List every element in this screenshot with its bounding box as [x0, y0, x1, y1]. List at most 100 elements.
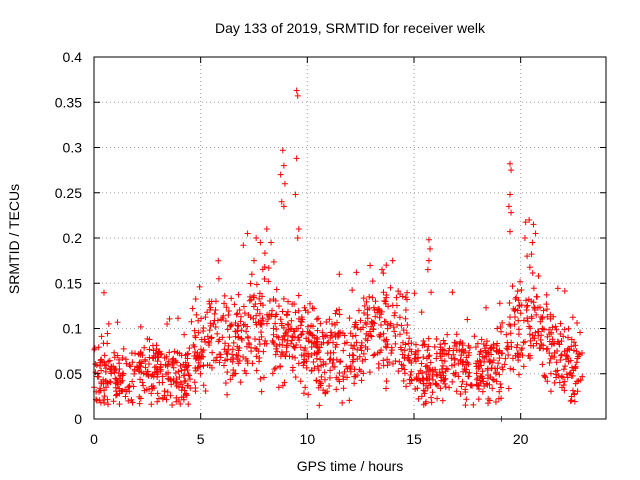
data-point: [400, 377, 407, 384]
data-point: [329, 360, 336, 367]
data-point: [132, 350, 139, 357]
data-point: [463, 354, 470, 361]
data-point: [288, 337, 295, 344]
data-point: [543, 346, 550, 353]
data-point: [289, 353, 296, 360]
data-point: [462, 388, 469, 395]
data-point: [169, 361, 176, 368]
data-point: [325, 339, 332, 346]
data-point: [370, 319, 377, 326]
data-point: [238, 336, 245, 343]
data-point: [223, 349, 230, 356]
data-point: [179, 384, 186, 391]
data-point: [333, 386, 340, 393]
data-point: [483, 342, 490, 349]
data-point: [570, 339, 577, 346]
data-point: [425, 343, 432, 350]
data-point: [579, 373, 586, 380]
data-point: [96, 363, 103, 370]
data-point: [507, 330, 514, 337]
data-point: [235, 291, 242, 298]
data-point: [526, 216, 533, 223]
data-point: [253, 367, 260, 374]
data-point: [552, 323, 559, 330]
data-point: [507, 365, 514, 372]
data-point: [192, 365, 199, 372]
data-point: [460, 368, 467, 375]
data-point: [459, 342, 466, 349]
data-point: [541, 373, 548, 380]
data-point: [93, 397, 100, 404]
data-point: [241, 310, 248, 317]
data-point: [371, 351, 378, 358]
data-point: [155, 395, 162, 402]
data-point: [192, 388, 199, 395]
data-point: [303, 350, 310, 357]
data-point: [414, 354, 421, 361]
data-point: [238, 335, 245, 342]
data-point: [123, 360, 130, 367]
data-point: [349, 345, 356, 352]
data-point: [498, 395, 505, 402]
data-point: [302, 344, 309, 351]
data-point: [388, 347, 395, 354]
data-point: [290, 343, 297, 350]
data-point: [313, 316, 320, 323]
data-point: [517, 310, 524, 317]
data-point: [222, 318, 229, 325]
data-point: [423, 375, 430, 382]
data-point: [302, 384, 309, 391]
data-point: [487, 344, 494, 351]
data-point: [221, 292, 228, 299]
data-point: [195, 359, 202, 366]
data-point: [422, 387, 429, 394]
data-point: [229, 351, 236, 358]
data-point: [305, 337, 312, 344]
data-point: [354, 346, 361, 353]
data-point: [346, 352, 353, 359]
data-point: [354, 324, 361, 331]
data-point: [408, 348, 415, 355]
data-point: [334, 333, 341, 340]
data-point: [473, 376, 480, 383]
data-point: [483, 353, 490, 360]
data-point: [511, 307, 518, 314]
data-point: [191, 379, 198, 386]
data-point: [289, 367, 296, 374]
data-point: [398, 361, 405, 368]
data-point: [507, 160, 513, 167]
data-point: [233, 311, 240, 318]
data-point: [146, 346, 153, 353]
data-point: [119, 377, 126, 384]
data-point: [339, 330, 346, 337]
data-point: [407, 371, 414, 378]
data-point: [240, 242, 247, 249]
data-point: [543, 291, 550, 298]
data-point: [125, 397, 132, 404]
data-point: [214, 330, 221, 337]
data-point: [153, 369, 160, 376]
data-point: [420, 354, 427, 361]
data-point: [101, 352, 108, 359]
data-point: [198, 346, 205, 353]
data-point: [279, 336, 286, 343]
data-point: [498, 384, 505, 391]
data-point: [105, 401, 112, 408]
data-point: [273, 326, 280, 333]
data-point: [523, 303, 530, 310]
data-point: [322, 333, 329, 340]
y-tick-label: 0.2: [63, 230, 83, 246]
data-point: [418, 360, 425, 367]
data-point: [561, 387, 568, 394]
data-point: [333, 356, 340, 363]
data-point: [240, 354, 247, 361]
data-point: [571, 398, 578, 405]
data-point: [199, 349, 206, 356]
data-point: [226, 334, 233, 341]
data-point: [157, 363, 164, 370]
data-point: [537, 336, 544, 343]
data-point: [285, 322, 292, 329]
data-point: [556, 379, 563, 386]
data-point: [258, 329, 265, 336]
data-point: [364, 311, 371, 318]
